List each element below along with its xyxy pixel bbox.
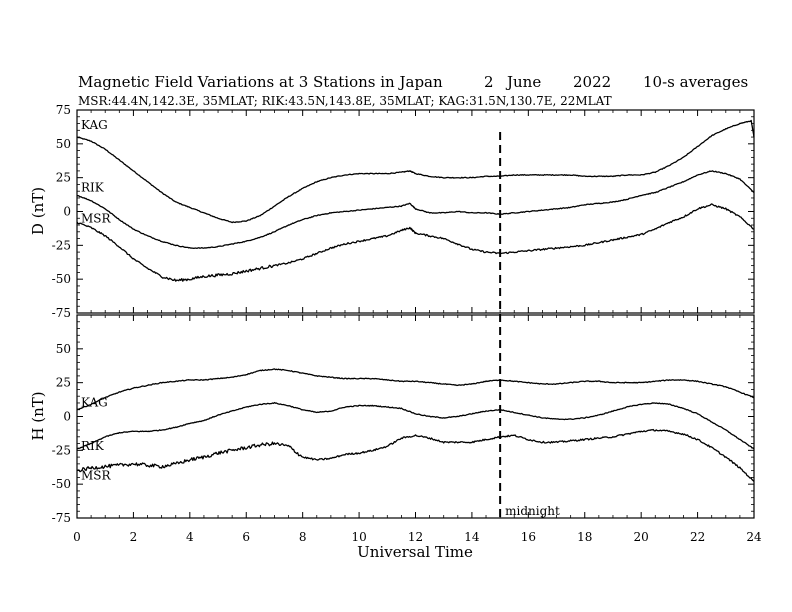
y-tick-label: -75: [52, 511, 71, 525]
series-line-bottom-kag: [76, 368, 755, 411]
series-label-top-msr: MSR: [81, 211, 112, 225]
top-panel-frame: [76, 109, 755, 314]
series-lines: [76, 119, 755, 482]
y-tick-label: 25: [56, 376, 71, 390]
x-tick-label: 24: [746, 530, 762, 544]
y-tick-label: 50: [56, 137, 71, 151]
series-line-bottom-msr: [76, 428, 755, 482]
x-tick-label: 4: [186, 530, 194, 544]
chart-day: 2: [484, 73, 494, 91]
series-label-bottom-msr: MSR: [81, 469, 112, 483]
x-tick-label: 10: [351, 530, 366, 544]
series-line-top-kag: [76, 119, 755, 224]
x-axis-title: Universal Time: [357, 543, 473, 561]
y-tick-label: 25: [56, 171, 71, 185]
x-tick-label: 2: [130, 530, 138, 544]
y-tick-label: 0: [63, 205, 71, 219]
x-tick-label: 16: [521, 530, 536, 544]
bottom-panel-ylabel: H (nT): [29, 391, 47, 440]
y-tick-label: 50: [56, 342, 71, 356]
y-tick-label: -25: [52, 238, 71, 252]
bottom-panel-frame: [76, 314, 755, 519]
y-tick-label: 75: [56, 103, 71, 117]
x-tick-label: 6: [242, 530, 250, 544]
top-panel-ylabel: D (nT): [29, 187, 47, 235]
x-tick-label: 14: [464, 530, 480, 544]
y-tick-label: -50: [52, 477, 71, 491]
x-tick-label: 20: [634, 530, 649, 544]
y-tick-label: -50: [52, 272, 71, 286]
x-tick-label: 12: [408, 530, 423, 544]
chart-resolution: 10-s averages: [643, 73, 748, 91]
series-line-top-rik: [76, 170, 755, 250]
x-tick-label: 22: [690, 530, 705, 544]
x-tick-label: 8: [299, 530, 307, 544]
series-labels: KAG RIK MSR KAG RIK MSR: [81, 118, 112, 483]
series-label-top-kag: KAG: [81, 118, 108, 132]
series-label-top-rik: RIK: [81, 180, 105, 194]
chart-title: Magnetic Field Variations at 3 Stations …: [78, 73, 443, 91]
y-tick-label: -75: [52, 306, 71, 320]
series-label-bottom-rik: RIK: [81, 439, 105, 453]
chart-month: June: [505, 73, 541, 91]
y-tick-label: 0: [63, 410, 71, 424]
midnight-label: midnight: [505, 504, 560, 518]
series-line-top-msr: [76, 203, 755, 282]
chart-year: 2022: [573, 73, 611, 91]
y-tick-label: -25: [52, 443, 71, 457]
series-line-bottom-rik: [76, 401, 755, 450]
x-tick-label: 0: [73, 530, 81, 544]
chart-subtitle: MSR:44.4N,142.3E, 35MLAT; RIK:43.5N,143.…: [78, 94, 612, 108]
x-tick-label: 18: [577, 530, 592, 544]
series-label-bottom-kag: KAG: [81, 396, 108, 410]
